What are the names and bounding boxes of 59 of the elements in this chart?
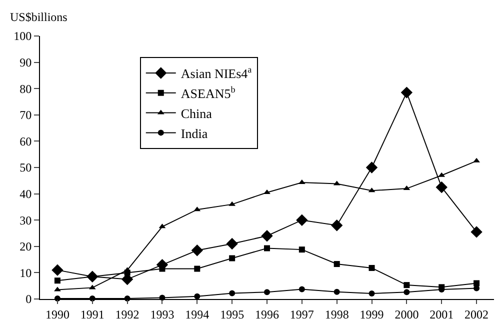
point xyxy=(473,158,480,162)
y-tick-label: 100 xyxy=(14,29,32,44)
x-tick-label: 2001 xyxy=(430,307,454,322)
point xyxy=(470,226,482,238)
point xyxy=(264,189,270,194)
point xyxy=(474,280,480,286)
point xyxy=(52,264,64,276)
point xyxy=(229,290,236,296)
x-tick-label: 1990 xyxy=(45,307,70,322)
x-tick-label: 1992 xyxy=(115,307,140,322)
point xyxy=(404,289,410,296)
y-tick-label: 0 xyxy=(26,292,32,306)
y-tick-label: 60 xyxy=(20,134,32,148)
y-tick-label: 40 xyxy=(20,187,32,201)
point xyxy=(368,290,375,296)
point xyxy=(366,162,378,174)
y-axis-title: US$billions xyxy=(10,10,68,24)
point xyxy=(194,266,200,272)
point xyxy=(334,288,340,295)
y-tick-label: 10 xyxy=(20,266,32,280)
point xyxy=(226,238,238,250)
point xyxy=(264,245,270,252)
point xyxy=(264,289,270,296)
legend-label: India xyxy=(180,126,208,141)
x-tick-label: 1993 xyxy=(150,307,174,322)
point xyxy=(191,244,203,256)
point xyxy=(331,220,343,232)
point xyxy=(368,264,375,271)
point xyxy=(229,255,236,262)
x-tick-label: 2002 xyxy=(464,307,489,322)
point xyxy=(54,278,60,284)
x-tick-label: 2000 xyxy=(394,307,419,322)
point xyxy=(298,246,305,253)
point xyxy=(400,86,413,98)
y-tick-label: 80 xyxy=(20,82,32,96)
y-tick-label: 20 xyxy=(20,240,32,254)
point xyxy=(334,261,340,268)
point xyxy=(438,284,445,290)
legend-label: Asian NIEs4$^{a}$ xyxy=(180,64,252,82)
point xyxy=(436,181,448,194)
legend-label: China xyxy=(180,106,212,121)
point xyxy=(194,293,200,300)
x-tick-label: 1991 xyxy=(80,307,104,322)
y-tick-label: 30 xyxy=(20,213,32,228)
x-tick-label: 1999 xyxy=(360,307,384,322)
point xyxy=(54,286,61,292)
legend-label: ASEAN5$^{b}$ xyxy=(180,84,236,101)
x-tick-label: 1998 xyxy=(324,307,349,322)
point xyxy=(404,282,410,288)
x-tick-label: 1997 xyxy=(290,307,314,322)
point xyxy=(296,214,308,226)
point xyxy=(298,286,305,292)
y-tick-label: 90 xyxy=(20,56,32,70)
y-tick-label: 50 xyxy=(20,160,32,175)
x-tick-label: 1996 xyxy=(255,307,279,322)
point xyxy=(261,230,273,242)
y-tick-label: 70 xyxy=(20,108,32,122)
x-tick-label: 1995 xyxy=(220,307,244,322)
x-tick-label: 1994 xyxy=(185,307,210,322)
